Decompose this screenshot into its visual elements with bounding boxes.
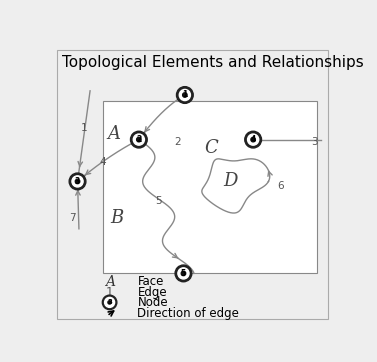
Text: B: B	[110, 209, 123, 227]
Circle shape	[104, 297, 115, 307]
Circle shape	[133, 134, 144, 145]
Text: 4: 4	[99, 157, 106, 168]
Circle shape	[245, 131, 262, 148]
Text: 4: 4	[251, 135, 256, 144]
Text: Direction of edge: Direction of edge	[138, 307, 239, 320]
Text: 6: 6	[278, 181, 284, 191]
FancyBboxPatch shape	[103, 101, 317, 273]
Text: 5: 5	[155, 196, 162, 206]
Circle shape	[72, 176, 83, 187]
Text: 2: 2	[175, 136, 181, 147]
FancyBboxPatch shape	[57, 50, 328, 319]
Circle shape	[130, 131, 147, 148]
Text: Face: Face	[138, 275, 164, 288]
Text: 1: 1	[182, 90, 187, 99]
Text: 1: 1	[81, 123, 88, 134]
Circle shape	[108, 301, 111, 304]
Circle shape	[176, 87, 193, 104]
Circle shape	[136, 137, 141, 142]
Circle shape	[179, 89, 190, 101]
Circle shape	[181, 271, 186, 275]
Text: Topological Elements and Relationships: Topological Elements and Relationships	[62, 55, 364, 70]
Text: 3: 3	[75, 177, 80, 186]
Text: Edge: Edge	[138, 286, 167, 299]
Circle shape	[178, 268, 189, 279]
Circle shape	[251, 137, 255, 142]
Text: D: D	[224, 172, 238, 190]
Text: 1: 1	[106, 286, 113, 299]
Circle shape	[182, 93, 187, 97]
Text: 2: 2	[136, 135, 141, 144]
Text: A: A	[107, 125, 120, 143]
Circle shape	[69, 173, 86, 190]
Text: A: A	[104, 275, 115, 289]
Text: 3: 3	[311, 136, 318, 147]
Text: 3: 3	[107, 299, 112, 306]
Text: 7: 7	[69, 212, 76, 223]
Text: 5: 5	[181, 269, 186, 278]
Text: Node: Node	[138, 296, 168, 309]
Circle shape	[102, 295, 117, 310]
Circle shape	[75, 179, 80, 184]
Circle shape	[248, 134, 259, 145]
Text: C: C	[204, 139, 218, 157]
Circle shape	[175, 265, 192, 282]
